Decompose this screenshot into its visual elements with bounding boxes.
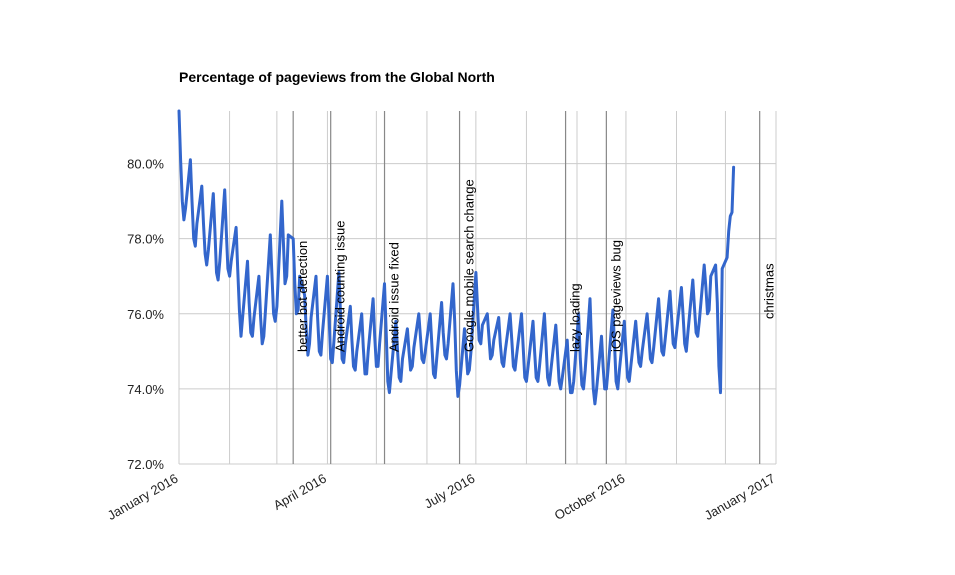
x-tick-label: October 2016 [552, 471, 628, 523]
x-tick-label: January 2017 [702, 471, 778, 523]
annotation-label: Android issue fixed [387, 242, 402, 352]
y-tick-label: 74.0% [127, 382, 164, 397]
y-axis-tick-labels: 72.0% 74.0% 76.0% 78.0% 80.0% [127, 157, 164, 472]
annotation-lines [292, 111, 761, 464]
annotation-label: Google mobile search change [462, 179, 477, 352]
annotation-label: lazy loading [568, 283, 583, 352]
x-tick-label: July 2016 [422, 471, 478, 512]
annotation-label: christmas [762, 263, 777, 319]
series-line [177, 109, 736, 406]
annotation-labels: better bot detection Android counting iss… [295, 179, 777, 352]
y-tick-label: 78.0% [127, 232, 164, 247]
annotation-label: iOS pageviews bug [608, 240, 623, 352]
vertical-gridlines [178, 111, 777, 464]
y-tick-label: 72.0% [127, 457, 164, 472]
annotation-label: Android counting issue [333, 220, 348, 352]
x-axis-tick-labels: January 2016 April 2016 July 2016 October 2… [105, 471, 778, 523]
series-layer [177, 109, 736, 406]
x-tick-label: April 2016 [271, 471, 329, 513]
y-tick-label: 80.0% [127, 157, 164, 172]
y-tick-label: 76.0% [127, 307, 164, 322]
x-tick-label: January 2016 [105, 471, 181, 523]
chart-title: Percentage of pageviews from the Global … [179, 69, 495, 85]
annotation-label: better bot detection [295, 241, 310, 352]
